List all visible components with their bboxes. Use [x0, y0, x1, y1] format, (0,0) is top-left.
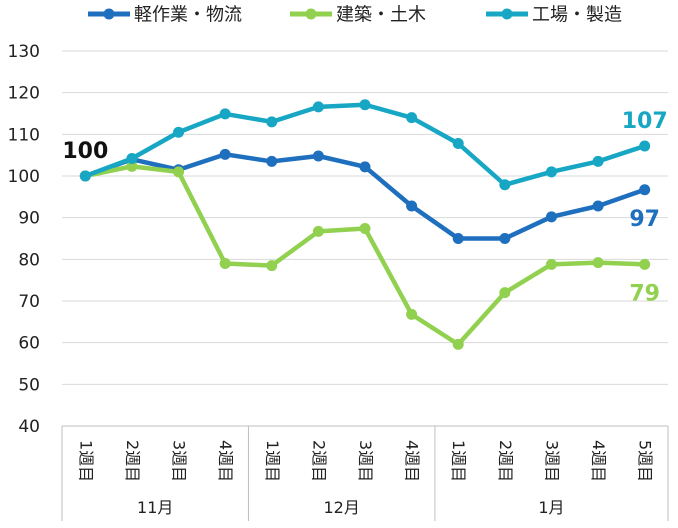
data-point	[545, 211, 557, 223]
gridlines	[62, 50, 668, 385]
data-point	[219, 148, 231, 160]
data-point	[545, 166, 557, 178]
data-point	[219, 108, 231, 120]
data-point	[126, 160, 138, 172]
legend-label: 建築・土木	[336, 5, 426, 26]
y-tick-label: 70	[18, 292, 40, 312]
data-point	[359, 161, 371, 173]
y-tick-label: 130	[8, 42, 40, 62]
data-point	[266, 260, 278, 272]
data-point	[639, 140, 651, 152]
x-tick-label: 3週目	[356, 440, 375, 482]
data-point	[499, 179, 511, 191]
data-point	[592, 200, 604, 212]
y-tick-label: 80	[18, 250, 40, 270]
data-point	[592, 257, 604, 269]
y-tick-label: 40	[18, 417, 40, 437]
series-lines	[79, 99, 651, 350]
x-tick-label: 2週目	[123, 440, 142, 482]
legend-marker	[501, 8, 513, 20]
data-point	[592, 155, 604, 167]
data-point	[312, 101, 324, 113]
x-tick-label: 3週目	[542, 440, 561, 482]
y-tick-label: 120	[8, 84, 40, 104]
x-tick-label: 2週目	[309, 440, 328, 482]
data-point	[639, 258, 651, 270]
x-tick-label: 4週目	[589, 440, 608, 482]
data-point	[452, 338, 464, 350]
data-point	[406, 112, 418, 124]
y-axis: 40 50 60 70 80 90 100 110 120 130	[8, 42, 40, 437]
x-tick-label: 1週目	[263, 440, 282, 482]
data-point	[312, 150, 324, 162]
x-tick-label: 4週目	[403, 440, 422, 482]
data-point	[266, 155, 278, 167]
x-tick-label: 5週目	[636, 440, 655, 482]
data-point	[173, 126, 185, 138]
y-tick-label: 50	[18, 375, 40, 395]
data-point	[406, 200, 418, 212]
y-tick-label: 90	[18, 209, 40, 229]
data-labels: 100 97 79 107	[62, 109, 667, 306]
legend: 軽作業・物流 建築・土木 工場・製造	[88, 5, 622, 26]
y-tick-label: 100	[8, 167, 40, 187]
x-group-label: 11月	[137, 498, 173, 517]
start-data-label: 100	[62, 139, 108, 164]
legend-marker	[103, 8, 115, 20]
data-point	[639, 184, 651, 196]
data-point	[79, 170, 91, 182]
data-point	[499, 233, 511, 244]
x-tick-label: 4週目	[216, 440, 235, 482]
series-line	[83, 164, 647, 347]
y-tick-label: 110	[8, 125, 40, 145]
legend-marker	[305, 8, 317, 20]
data-point	[499, 287, 511, 299]
legend-label: 工場・製造	[532, 5, 622, 26]
data-point	[219, 258, 231, 269]
end-data-label: 79	[629, 281, 660, 306]
end-data-label: 97	[629, 207, 660, 232]
data-point	[359, 223, 371, 234]
x-axis: 11月 12月 1月 1週目 2週目 3週目 4週目 1週目 2週目 3週目 4週目 1週目 2週目 3週…	[61, 425, 669, 521]
x-tick-label: 1週目	[449, 440, 468, 482]
data-point	[545, 258, 557, 270]
data-point	[126, 153, 138, 164]
y-tick-label: 60	[18, 334, 40, 354]
data-point	[173, 166, 185, 178]
data-point	[359, 99, 371, 111]
end-data-label: 107	[622, 109, 668, 134]
data-point	[452, 138, 464, 149]
x-tick-label: 2週目	[496, 440, 515, 482]
legend-label: 軽作業・物流	[134, 5, 242, 26]
data-point	[452, 233, 464, 244]
data-point	[312, 225, 324, 237]
x-tick-label: 1週目	[76, 440, 95, 482]
x-tick-label: 3週目	[170, 440, 189, 482]
x-group-label: 12月	[324, 498, 360, 517]
data-point	[266, 116, 278, 128]
data-point	[406, 308, 418, 320]
x-group-label: 1月	[538, 498, 564, 517]
